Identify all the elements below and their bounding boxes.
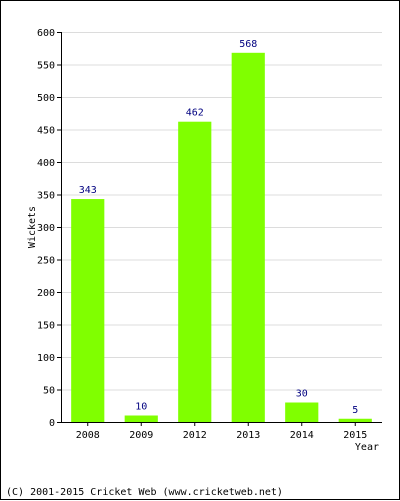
data-label: 5	[352, 405, 358, 416]
y-tick-label: 0	[49, 418, 55, 429]
y-tick-label: 400	[37, 158, 55, 169]
data-labels: 343 10 462 568 30 5	[79, 39, 359, 416]
y-tick-label: 450	[37, 126, 55, 137]
y-tick-label: 50	[43, 386, 55, 397]
x-tick-label: 2009	[129, 430, 153, 441]
x-tick-label: 2012	[183, 430, 207, 441]
y-tick-label: 100	[37, 353, 55, 364]
bar	[124, 415, 158, 422]
data-label: 343	[79, 185, 97, 196]
bar	[285, 402, 319, 422]
bars	[71, 52, 372, 423]
y-tick-label: 300	[37, 223, 55, 234]
y-axis-title: Wickets	[27, 206, 38, 248]
copyright-footer: (C) 2001-2015 Cricket Web (www.cricketwe…	[6, 487, 283, 498]
data-label: 462	[186, 108, 204, 119]
y-tick-label: 600	[37, 28, 55, 39]
bar	[231, 52, 265, 423]
data-label: 10	[135, 402, 147, 413]
y-tick-labels: 0 50 100 150 200 250 300 350 400 450 500 550 600	[37, 28, 61, 429]
x-tick-label: 2008	[76, 430, 100, 441]
bar	[338, 418, 372, 422]
data-label: 30	[296, 389, 308, 400]
x-tick-label: 2013	[236, 430, 260, 441]
bar	[178, 121, 212, 422]
y-tick-label: 150	[37, 321, 55, 332]
y-tick-label: 250	[37, 256, 55, 267]
x-tick-label: 2014	[290, 430, 314, 441]
bar	[71, 199, 105, 422]
y-tick-label: 200	[37, 288, 55, 299]
grid-lines	[61, 32, 382, 391]
data-label: 568	[239, 39, 257, 50]
x-tick-label: 2015	[343, 430, 367, 441]
y-tick-label: 550	[37, 61, 55, 72]
x-axis-title: Year	[355, 442, 379, 453]
y-tick-label: 500	[37, 93, 55, 104]
x-tick-labels: 2008 2009 2012 2013 2014 2015	[76, 422, 367, 441]
y-tick-label: 350	[37, 191, 55, 202]
axes	[61, 32, 382, 423]
